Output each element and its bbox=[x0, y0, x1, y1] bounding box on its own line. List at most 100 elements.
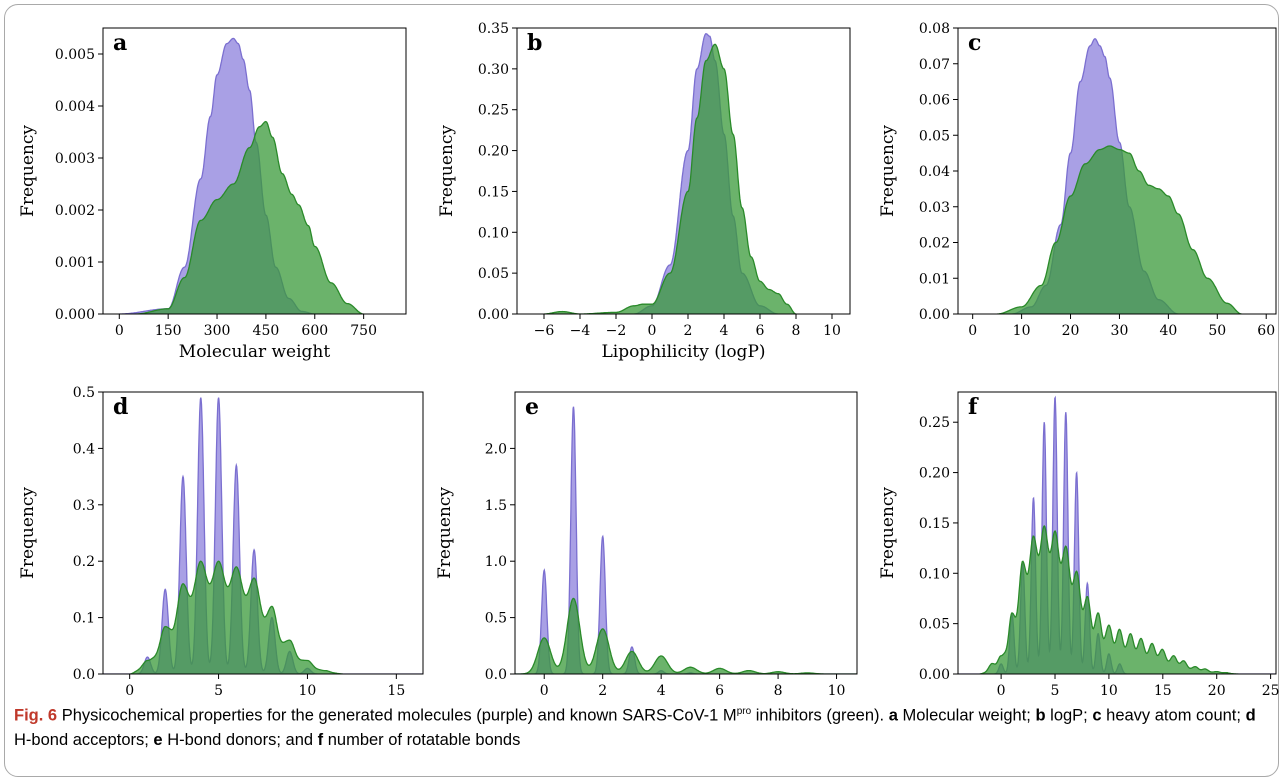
y-tick-label: 0.05 bbox=[919, 128, 950, 144]
series-known-area bbox=[979, 526, 1239, 674]
panel-letter: f bbox=[968, 394, 979, 420]
x-tick-label: 50 bbox=[1208, 323, 1226, 339]
y-axis-label: Frequency bbox=[878, 487, 898, 579]
x-tick-label: 4 bbox=[720, 323, 729, 339]
caption-item-text: logP; bbox=[1045, 706, 1088, 725]
caption-item-text: number of rotatable bonds bbox=[323, 730, 521, 749]
x-tick-label: 30 bbox=[1111, 323, 1129, 339]
figure-caption: Fig. 6 Physicochemical properties for th… bbox=[14, 700, 1276, 752]
series-generated-area bbox=[515, 406, 857, 674]
series-generated-line bbox=[958, 395, 1276, 674]
y-tick-label: 0.10 bbox=[919, 566, 950, 582]
y-tick-label: 0.25 bbox=[919, 415, 950, 431]
y-axis-label: Frequency bbox=[18, 125, 38, 217]
y-tick-label: 2.0 bbox=[485, 441, 507, 457]
x-tick-label: 750 bbox=[350, 323, 377, 339]
caption-item-letter: e bbox=[153, 730, 163, 749]
y-tick-label: 0.3 bbox=[73, 498, 95, 514]
panel-b: −6 −4 −2 0 2 4 6 8 10 0.00 0.05 0.10 0.15 0.20 0.25 0.3… bbox=[437, 21, 851, 362]
x-tick-label: 0 bbox=[968, 323, 977, 339]
y-tick-label: 0.00 bbox=[919, 667, 950, 683]
y-tick-label: 0.10 bbox=[478, 225, 509, 241]
series-known-area bbox=[544, 44, 796, 314]
x-tick-label: 20 bbox=[1062, 323, 1080, 339]
x-tick-label: 8 bbox=[792, 323, 801, 339]
caption-item-letter: c bbox=[1092, 706, 1102, 725]
y-tick-label: 0.002 bbox=[55, 203, 95, 219]
y-tick-label: 0.0 bbox=[485, 667, 507, 683]
y-tick-label: 0.005 bbox=[55, 47, 95, 63]
series-known-area bbox=[515, 598, 857, 674]
y-tick-label: 0.00 bbox=[478, 307, 509, 323]
figure-number: Fig. 6 bbox=[14, 706, 58, 725]
figure-panels: 0 150 300 450 600 7500.0000.0010.0020.0030.00… bbox=[18, 21, 1280, 699]
y-tick-label: 0.1 bbox=[73, 611, 95, 627]
plot-area-d bbox=[103, 397, 423, 674]
x-tick-label: 8 bbox=[774, 683, 783, 699]
x-tick-label: 5 bbox=[1051, 683, 1060, 699]
series-known-line bbox=[129, 560, 343, 674]
x-tick-label: −2 bbox=[606, 323, 627, 339]
x-tick-label: 10 bbox=[823, 323, 841, 339]
x-tick-label: 10 bbox=[299, 683, 317, 699]
panel-letter: a bbox=[113, 30, 127, 56]
series-known-line bbox=[135, 120, 364, 314]
x-tick-label: −4 bbox=[570, 323, 591, 339]
y-tick-label: 0.25 bbox=[478, 103, 509, 119]
x-tick-label: 150 bbox=[155, 323, 182, 339]
x-tick-label: 6 bbox=[715, 683, 724, 699]
y-tick-label: 0.06 bbox=[919, 93, 950, 109]
series-generated-area bbox=[958, 397, 1276, 674]
panel-letter: b bbox=[527, 30, 542, 56]
y-axis-label: Frequency bbox=[437, 125, 457, 217]
caption-item-letter: a bbox=[888, 706, 898, 725]
series-known-line bbox=[979, 524, 1239, 674]
series-known-line bbox=[997, 145, 1242, 314]
panel-letter: e bbox=[525, 394, 539, 420]
plot-area-b bbox=[544, 33, 797, 314]
axes-frame bbox=[514, 391, 858, 675]
y-tick-label: 0.03 bbox=[919, 200, 950, 216]
x-tick-label: 300 bbox=[204, 323, 231, 339]
series-generated-area bbox=[119, 38, 332, 314]
x-tick-label: 600 bbox=[301, 323, 328, 339]
y-tick-label: 1.0 bbox=[485, 554, 507, 570]
x-tick-label: 15 bbox=[387, 683, 405, 699]
caption-text-end: inhibitors (green). bbox=[751, 706, 885, 725]
caption-superscript: pro bbox=[736, 706, 752, 717]
axes-frame bbox=[102, 27, 407, 315]
x-tick-label: 5 bbox=[214, 683, 223, 699]
panel-letter: d bbox=[113, 394, 128, 420]
caption-item-text: Molecular weight; bbox=[897, 706, 1031, 725]
x-tick-label: 10 bbox=[1100, 683, 1118, 699]
panel-letter: c bbox=[968, 30, 981, 56]
y-tick-label: 0.004 bbox=[55, 99, 95, 115]
y-tick-label: 0.5 bbox=[485, 611, 507, 627]
series-known-line bbox=[544, 43, 797, 314]
x-axis-label: Lipophilicity (logP) bbox=[601, 342, 765, 362]
caption-item-letter: f bbox=[317, 730, 324, 749]
y-tick-label: 0.04 bbox=[919, 164, 950, 180]
series-known-area bbox=[135, 121, 364, 314]
axes-frame bbox=[516, 27, 851, 315]
y-tick-label: 0.000 bbox=[55, 307, 95, 323]
x-tick-label: 20 bbox=[1208, 683, 1226, 699]
x-tick-label: 4 bbox=[657, 683, 666, 699]
x-tick-label: 2 bbox=[684, 323, 693, 339]
x-tick-label: −6 bbox=[534, 323, 555, 339]
x-tick-label: 60 bbox=[1257, 323, 1275, 339]
y-tick-label: 0.20 bbox=[919, 466, 950, 482]
axes-frame bbox=[102, 391, 424, 675]
y-tick-label: 0.15 bbox=[919, 516, 950, 532]
x-tick-label: 0 bbox=[540, 683, 549, 699]
x-tick-label: 40 bbox=[1159, 323, 1177, 339]
y-tick-label: 0.01 bbox=[919, 271, 950, 287]
y-tick-label: 0.30 bbox=[478, 62, 509, 78]
panel-a: 0 150 300 450 600 750 0.000 0.001 0.002 0.003 0.00… bbox=[18, 27, 407, 362]
x-tick-label: 2 bbox=[598, 683, 607, 699]
plot-area-a bbox=[119, 37, 364, 314]
caption-item-letter: b bbox=[1035, 706, 1046, 725]
y-tick-label: 0.4 bbox=[73, 441, 95, 457]
